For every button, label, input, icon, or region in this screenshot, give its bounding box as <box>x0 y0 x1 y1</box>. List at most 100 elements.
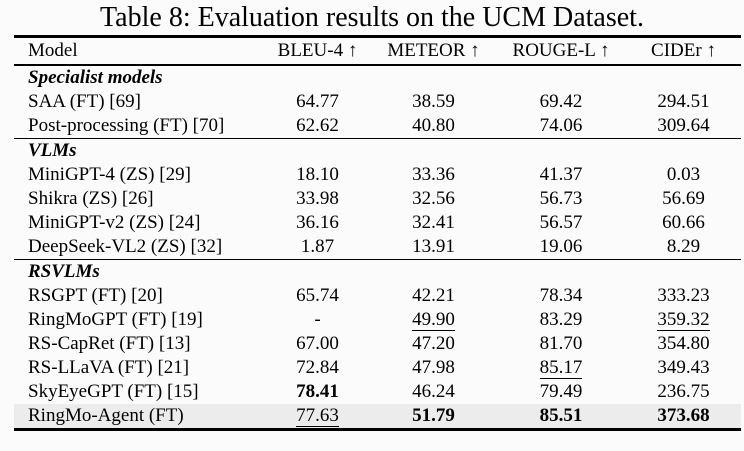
bleu4-cell: 65.74 <box>264 284 371 308</box>
section-label: VLMs <box>28 140 77 161</box>
metric-value: 41.37 <box>539 164 583 185</box>
metric-value: 38.59 <box>412 91 455 112</box>
rougel-cell: 83.29 <box>496 308 626 332</box>
rougel-cell: 56.73 <box>496 187 626 211</box>
bleu4-cell: 1.87 <box>264 235 371 260</box>
model-name: SkyEyeGPT (FT) [15] <box>28 381 199 402</box>
cider-cell: 56.69 <box>626 187 741 211</box>
model-cell: DeepSeek-VL2 (ZS) [32] <box>14 235 264 260</box>
table-row: SAA (FT) [69] 64.77 38.59 69.42 294.51 <box>14 90 741 114</box>
cider-cell: 359.32 <box>626 308 741 332</box>
model-name: MiniGPT-4 (ZS) [29] <box>28 164 191 185</box>
model-cell: SAA (FT) [69] <box>14 90 264 114</box>
bleu4-cell: 78.41 <box>264 380 371 404</box>
section-label-row: Specialist models <box>14 65 741 90</box>
model-cell: MiniGPT-v2 (ZS) [24] <box>14 211 264 235</box>
metric-value: 32.56 <box>412 188 455 209</box>
cider-cell: 349.43 <box>626 356 741 380</box>
cider-cell: 309.64 <box>626 114 741 139</box>
column-header-model: Model <box>14 36 264 66</box>
metric-value-second-best: 77.63 <box>296 405 339 427</box>
table-header: Model BLEU-4 ↑ METEOR ↑ ROUGE-L ↑ CIDEr … <box>14 36 741 66</box>
metric-value: 13.91 <box>412 236 455 257</box>
bleu4-cell: 77.63 <box>264 404 371 430</box>
column-header-bleu4: BLEU-4 ↑ <box>264 36 371 66</box>
meteor-cell: 47.98 <box>371 356 496 380</box>
cider-cell: 333.23 <box>626 284 741 308</box>
model-cell: RSGPT (FT) [20] <box>14 284 264 308</box>
meteor-cell: 47.20 <box>371 332 496 356</box>
model-cell: RS-LLaVA (FT) [21] <box>14 356 264 380</box>
header-row: Model BLEU-4 ↑ METEOR ↑ ROUGE-L ↑ CIDEr … <box>14 36 741 66</box>
table-row: DeepSeek-VL2 (ZS) [32] 1.87 13.91 19.06 … <box>14 235 741 260</box>
metric-value: 294.51 <box>657 91 710 112</box>
metric-value: 236.75 <box>657 381 710 402</box>
metric-value: 19.06 <box>539 236 583 257</box>
model-cell: Shikra (ZS) [26] <box>14 187 264 211</box>
metric-value: 333.23 <box>657 285 710 306</box>
model-cell: SkyEyeGPT (FT) [15] <box>14 380 264 404</box>
bleu4-cell: 36.16 <box>264 211 371 235</box>
metric-value: 69.42 <box>539 91 583 112</box>
metric-value: 1.87 <box>300 236 335 257</box>
metric-value: 32.41 <box>412 212 455 233</box>
metric-value: 42.21 <box>412 285 455 306</box>
metric-value: 62.62 <box>296 115 339 136</box>
bleu4-cell: 64.77 <box>264 90 371 114</box>
metric-value: 47.20 <box>412 333 455 354</box>
bleu4-cell: 62.62 <box>264 114 371 139</box>
section-label-row: VLMs <box>14 139 741 164</box>
metric-value: - <box>314 309 321 330</box>
section-label: Specialist models <box>28 67 163 88</box>
section-label-row: RSVLMs <box>14 260 741 285</box>
metric-value: 56.69 <box>662 188 705 209</box>
model-cell: RingMo-Agent (FT) <box>14 404 264 430</box>
table-row: RSGPT (FT) [20] 65.74 42.21 78.34 333.23 <box>14 284 741 308</box>
meteor-cell: 40.80 <box>371 114 496 139</box>
table-row: MiniGPT-4 (ZS) [29] 18.10 33.36 41.37 0.… <box>14 163 741 187</box>
bleu4-cell: - <box>264 308 371 332</box>
cider-cell: 354.80 <box>626 332 741 356</box>
cider-cell: 294.51 <box>626 90 741 114</box>
metric-value: 8.29 <box>666 236 701 257</box>
metric-value-best: 373.68 <box>657 405 710 426</box>
section-specialist-models: Specialist models SAA (FT) [69] 64.77 38… <box>14 65 741 139</box>
meteor-cell: 38.59 <box>371 90 496 114</box>
metric-value: 78.34 <box>539 285 583 306</box>
table-row-highlighted: RingMo-Agent (FT) 77.63 51.79 85.51 373.… <box>14 404 741 430</box>
meteor-cell: 13.91 <box>371 235 496 260</box>
metric-value: 72.84 <box>296 357 339 378</box>
metric-value: 47.98 <box>412 357 455 378</box>
column-header-meteor: METEOR ↑ <box>371 36 496 66</box>
rougel-cell: 78.34 <box>496 284 626 308</box>
table-caption: Table 8: Evaluation results on the UCM D… <box>100 2 644 33</box>
metric-value: 83.29 <box>539 309 583 330</box>
model-cell: RS-CapRet (FT) [13] <box>14 332 264 356</box>
model-cell: MiniGPT-4 (ZS) [29] <box>14 163 264 187</box>
metric-value: 40.80 <box>412 115 455 136</box>
table-row: RS-LLaVA (FT) [21] 72.84 47.98 85.17 349… <box>14 356 741 380</box>
section-label: RSVLMs <box>28 261 100 282</box>
metric-value: 349.43 <box>657 357 710 378</box>
metric-value: 81.70 <box>539 333 583 354</box>
section-vlms: VLMs MiniGPT-4 (ZS) [29] 18.10 33.36 41.… <box>14 138 741 260</box>
cider-cell: 8.29 <box>626 235 741 260</box>
meteor-cell: 51.79 <box>371 404 496 430</box>
metric-value-second-best: 49.90 <box>412 309 455 331</box>
metric-value-second-best: 85.17 <box>539 357 583 379</box>
meteor-cell: 32.41 <box>371 211 496 235</box>
model-name: SAA (FT) [69] <box>28 91 141 112</box>
table-row: MiniGPT-v2 (ZS) [24] 36.16 32.41 56.57 6… <box>14 211 741 235</box>
meteor-cell: 42.21 <box>371 284 496 308</box>
model-name: Post-processing (FT) [70] <box>28 115 225 136</box>
metric-value: 46.24 <box>412 381 455 402</box>
model-name: RingMoGPT (FT) [19] <box>28 309 203 330</box>
model-name: RS-CapRet (FT) [13] <box>28 333 191 354</box>
rougel-cell: 19.06 <box>496 235 626 260</box>
metric-value: 56.73 <box>539 188 583 209</box>
rougel-cell: 69.42 <box>496 90 626 114</box>
metric-value-best: 85.51 <box>539 405 583 426</box>
rougel-cell: 56.57 <box>496 211 626 235</box>
model-name: RS-LLaVA (FT) [21] <box>28 357 190 378</box>
